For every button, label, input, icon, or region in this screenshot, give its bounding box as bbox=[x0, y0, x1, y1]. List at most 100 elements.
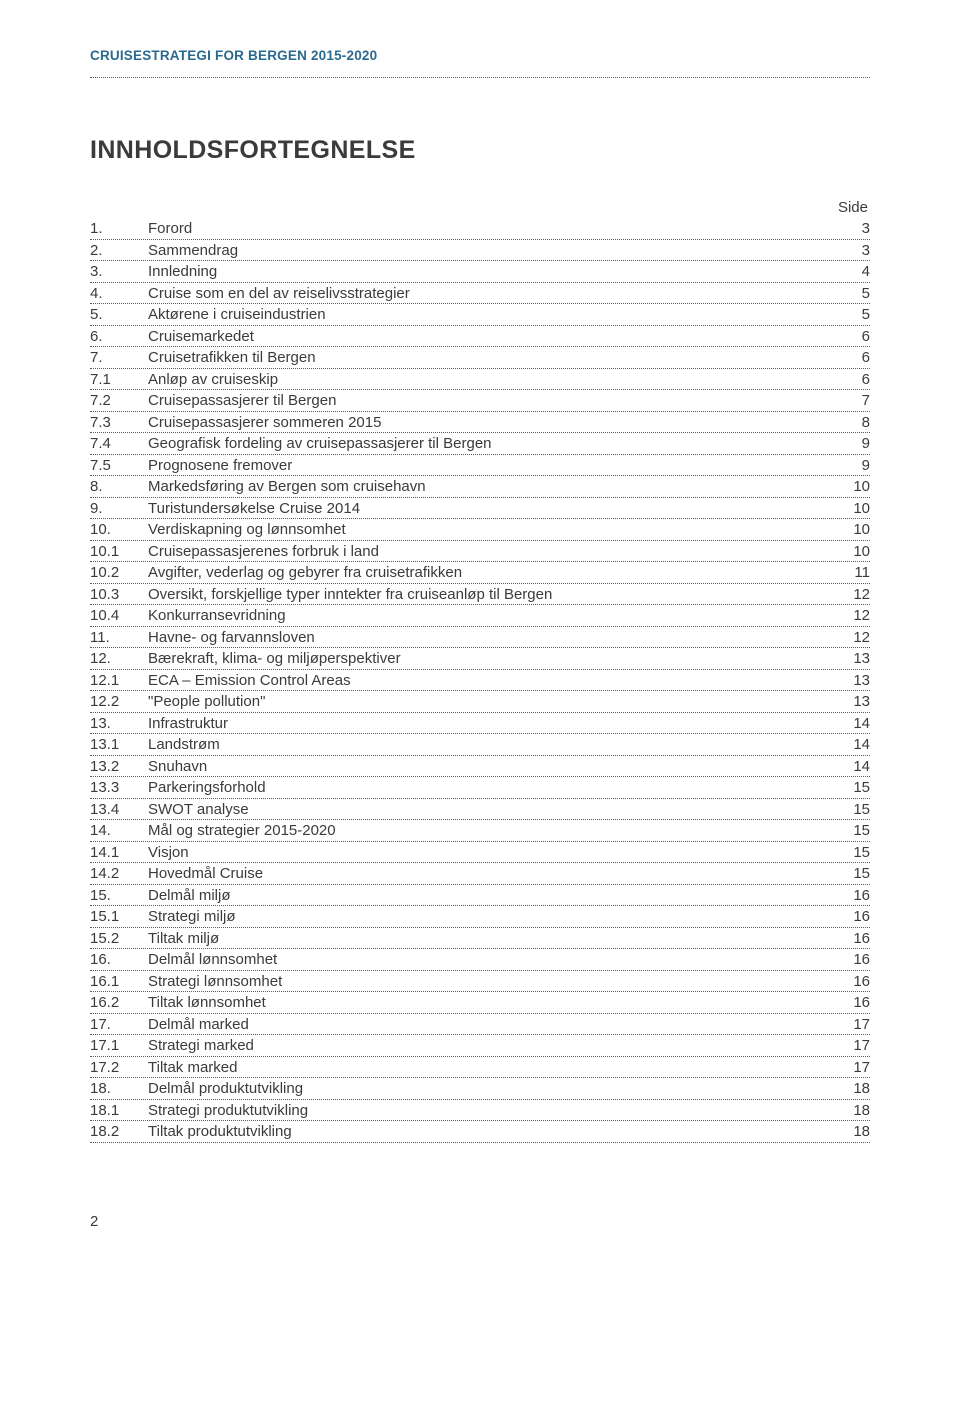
toc-entry-page: 17 bbox=[834, 1038, 870, 1053]
toc-entry-label: Sammendrag bbox=[148, 243, 834, 258]
toc-entry-label: Tiltak produktutvikling bbox=[148, 1124, 834, 1139]
toc-entry-number: 16. bbox=[90, 952, 148, 967]
toc-row: 17.Delmål marked17 bbox=[90, 1014, 870, 1036]
toc-entry-number: 14.1 bbox=[90, 845, 148, 860]
toc-row: 15.Delmål miljø16 bbox=[90, 885, 870, 907]
toc-row: 13.1Landstrøm14 bbox=[90, 734, 870, 756]
toc-row: 9.Turistundersøkelse Cruise 201410 bbox=[90, 498, 870, 520]
toc-entry-number: 13.1 bbox=[90, 737, 148, 752]
toc-row: 14.1Visjon15 bbox=[90, 842, 870, 864]
toc-row: 15.2Tiltak miljø16 bbox=[90, 928, 870, 950]
toc-entry-page: 16 bbox=[834, 931, 870, 946]
toc-row: 13.2Snuhavn14 bbox=[90, 756, 870, 778]
toc-entry-label: Infrastruktur bbox=[148, 716, 834, 731]
toc-row: 7.3Cruisepassasjerer sommeren 20158 bbox=[90, 412, 870, 434]
toc-entry-page: 16 bbox=[834, 888, 870, 903]
toc-entry-number: 13.3 bbox=[90, 780, 148, 795]
toc-entry-page: 16 bbox=[834, 974, 870, 989]
toc-entry-page: 13 bbox=[834, 694, 870, 709]
toc-entry-label: Tiltak marked bbox=[148, 1060, 834, 1075]
toc-entry-label: Delmål produktutvikling bbox=[148, 1081, 834, 1096]
toc-entry-number: 7.4 bbox=[90, 436, 148, 451]
toc-entry-number: 10.2 bbox=[90, 565, 148, 580]
toc-entry-page: 18 bbox=[834, 1103, 870, 1118]
toc-entry-number: 15.2 bbox=[90, 931, 148, 946]
toc-entry-page: 18 bbox=[834, 1124, 870, 1139]
toc-row: 7.2Cruisepassasjerer til Bergen7 bbox=[90, 390, 870, 412]
toc-entry-number: 2. bbox=[90, 243, 148, 258]
toc-entry-label: Cruisemarkedet bbox=[148, 329, 834, 344]
toc-entry-label: Strategi miljø bbox=[148, 909, 834, 924]
toc-entry-number: 14. bbox=[90, 823, 148, 838]
toc-entry-label: Anløp av cruiseskip bbox=[148, 372, 834, 387]
toc-entry-number: 5. bbox=[90, 307, 148, 322]
toc-entry-number: 13. bbox=[90, 716, 148, 731]
toc-row: 13.4SWOT analyse15 bbox=[90, 799, 870, 821]
toc-entry-label: Snuhavn bbox=[148, 759, 834, 774]
toc-row: 13.Infrastruktur14 bbox=[90, 713, 870, 735]
toc-row: 4.Cruise som en del av reiselivsstrategi… bbox=[90, 283, 870, 305]
toc-entry-number: 17.1 bbox=[90, 1038, 148, 1053]
toc-row: 13.3Parkeringsforhold15 bbox=[90, 777, 870, 799]
toc-entry-number: 12. bbox=[90, 651, 148, 666]
toc-entry-label: Konkurransevridning bbox=[148, 608, 834, 623]
toc-entry-page: 16 bbox=[834, 909, 870, 924]
toc-entry-number: 12.1 bbox=[90, 673, 148, 688]
toc-entry-label: Cruisepassasjerenes forbruk i land bbox=[148, 544, 834, 559]
toc-entry-label: Forord bbox=[148, 221, 834, 236]
toc-row: 1.Forord3 bbox=[90, 218, 870, 240]
toc-row: 6.Cruisemarkedet6 bbox=[90, 326, 870, 348]
toc-row: 10.4Konkurransevridning12 bbox=[90, 605, 870, 627]
toc-row: 7.1Anløp av cruiseskip6 bbox=[90, 369, 870, 391]
toc-entry-page: 5 bbox=[834, 286, 870, 301]
toc-list: 1.Forord32.Sammendrag33.Innledning44.Cru… bbox=[90, 218, 870, 1143]
toc-entry-page: 10 bbox=[834, 501, 870, 516]
toc-entry-page: 10 bbox=[834, 522, 870, 537]
toc-entry-page: 12 bbox=[834, 608, 870, 623]
toc-row: 17.2Tiltak marked17 bbox=[90, 1057, 870, 1079]
toc-row: 7.Cruisetrafikken til Bergen6 bbox=[90, 347, 870, 369]
toc-entry-number: 18.2 bbox=[90, 1124, 148, 1139]
toc-entry-page: 17 bbox=[834, 1060, 870, 1075]
toc-entry-number: 9. bbox=[90, 501, 148, 516]
toc-entry-page: 3 bbox=[834, 221, 870, 236]
toc-row: 17.1Strategi marked17 bbox=[90, 1035, 870, 1057]
toc-entry-number: 13.2 bbox=[90, 759, 148, 774]
toc-entry-number: 7.1 bbox=[90, 372, 148, 387]
toc-entry-page: 13 bbox=[834, 651, 870, 666]
toc-row: 10.3Oversikt, forskjellige typer inntekt… bbox=[90, 584, 870, 606]
toc-entry-page: 14 bbox=[834, 759, 870, 774]
toc-row: 12.2"People pollution"13 bbox=[90, 691, 870, 713]
toc-row: 15.1Strategi miljø16 bbox=[90, 906, 870, 928]
toc-entry-number: 1. bbox=[90, 221, 148, 236]
toc-entry-number: 7.3 bbox=[90, 415, 148, 430]
toc-entry-number: 10. bbox=[90, 522, 148, 537]
toc-entry-number: 11. bbox=[90, 630, 148, 645]
toc-row: 14.Mål og strategier 2015-202015 bbox=[90, 820, 870, 842]
toc-row: 8.Markedsføring av Bergen som cruisehavn… bbox=[90, 476, 870, 498]
toc-entry-label: Landstrøm bbox=[148, 737, 834, 752]
toc-entry-number: 17.2 bbox=[90, 1060, 148, 1075]
toc-entry-label: Cruisepassasjerer til Bergen bbox=[148, 393, 834, 408]
toc-entry-page: 16 bbox=[834, 995, 870, 1010]
toc-entry-page: 6 bbox=[834, 372, 870, 387]
toc-entry-label: Verdiskapning og lønnsomhet bbox=[148, 522, 834, 537]
toc-entry-page: 17 bbox=[834, 1017, 870, 1032]
toc-row: 5.Aktørene i cruiseindustrien5 bbox=[90, 304, 870, 326]
toc-entry-page: 16 bbox=[834, 952, 870, 967]
toc-entry-page: 18 bbox=[834, 1081, 870, 1096]
toc-row: 18.2Tiltak produktutvikling18 bbox=[90, 1121, 870, 1143]
toc-entry-label: Prognosene fremover bbox=[148, 458, 834, 473]
toc-entry-label: Tiltak miljø bbox=[148, 931, 834, 946]
toc-row: 7.4Geografisk fordeling av cruisepassasj… bbox=[90, 433, 870, 455]
page-number: 2 bbox=[90, 1213, 870, 1230]
toc-entry-label: Cruisetrafikken til Bergen bbox=[148, 350, 834, 365]
toc-entry-number: 12.2 bbox=[90, 694, 148, 709]
toc-entry-page: 12 bbox=[834, 587, 870, 602]
toc-entry-label: Geografisk fordeling av cruisepassasjere… bbox=[148, 436, 834, 451]
toc-entry-number: 16.2 bbox=[90, 995, 148, 1010]
toc-entry-page: 15 bbox=[834, 823, 870, 838]
toc-entry-number: 7.2 bbox=[90, 393, 148, 408]
toc-entry-label: Visjon bbox=[148, 845, 834, 860]
toc-entry-number: 15. bbox=[90, 888, 148, 903]
